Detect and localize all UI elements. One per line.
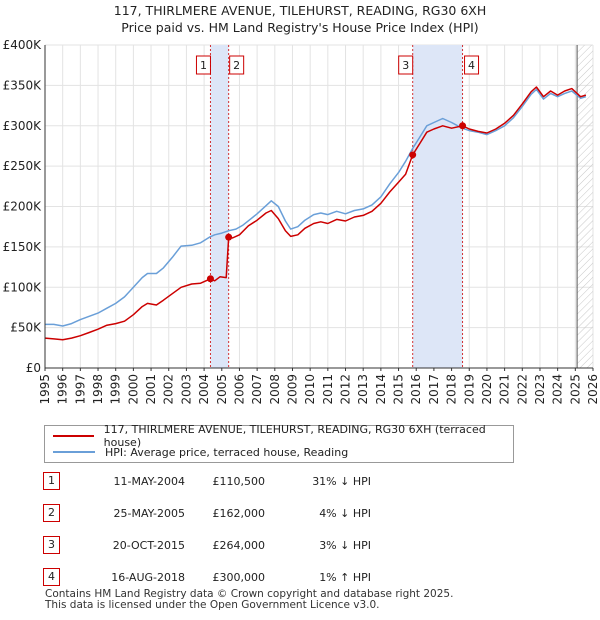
legend-item-hpi: HPI: Average price, terraced house, Read… (53, 444, 348, 460)
sale-row: 4 16-AUG-2018 £300,000 1% ↑ HPI (0, 568, 600, 588)
chart-title: 117, THIRLMERE AVENUE, TILEHURST, READIN… (0, 2, 600, 36)
x-tick-label: 2012 (339, 374, 353, 405)
sale-row: 2 25-MAY-2005 £162,000 4% ↓ HPI (0, 504, 600, 524)
sale-row: 3 20-OCT-2015 £264,000 3% ↓ HPI (0, 536, 600, 556)
x-tick-label: 2007 (250, 374, 264, 405)
x-tick-label: 2011 (321, 374, 335, 405)
x-tick-label: 2010 (303, 374, 317, 405)
x-tick-label: 2015 (392, 374, 406, 405)
sale-number-badge: 2 (43, 504, 60, 522)
sale-marker-box (195, 55, 211, 75)
sale-hpi-diff: 3% ↓ HPI (319, 539, 371, 552)
hpi-line (45, 88, 587, 327)
x-tick-label: 2020 (480, 374, 494, 405)
sale-marker-label: 4 (468, 59, 475, 72)
x-tick-label: 2003 (179, 374, 193, 405)
footer-line2: This data is licensed under the Open Gov… (45, 599, 380, 611)
sale-point (206, 275, 214, 283)
x-tick-label: 2013 (356, 374, 370, 405)
y-tick-label: £350K (3, 78, 43, 92)
x-tick-label: 2025 (568, 374, 582, 405)
sale-hpi-diff: 4% ↓ HPI (319, 507, 371, 520)
sale-date: 20-OCT-2015 (112, 539, 185, 552)
y-tick-label: £250K (3, 159, 43, 173)
sale-marker-box (398, 55, 414, 75)
sale-marker-label: 3 (402, 59, 409, 72)
sale-hpi-diff: 1% ↑ HPI (319, 571, 371, 584)
sale-period-shade (412, 45, 463, 368)
x-tick-label: 2008 (268, 374, 282, 405)
sale-point (459, 122, 467, 130)
x-tick-label: 2019 (462, 374, 476, 405)
sale-marker-box (229, 55, 245, 75)
sale-number-badge: 4 (43, 568, 60, 586)
sale-date: 11-MAY-2004 (113, 475, 185, 488)
x-tick-label: 2024 (551, 374, 565, 405)
x-tick-label: 2004 (197, 374, 211, 405)
x-tick-label: 2021 (498, 374, 512, 405)
sale-hpi-diff: 31% ↓ HPI (312, 475, 371, 488)
chart-title-line1: 117, THIRLMERE AVENUE, TILEHURST, READIN… (113, 3, 487, 18)
y-tick-label: £300K (3, 119, 43, 133)
x-tick-label: 2016 (409, 374, 423, 405)
x-tick-label: 2005 (215, 374, 229, 405)
sale-price: £300,000 (212, 571, 266, 584)
property-price-line (44, 86, 587, 341)
sale-point (409, 151, 417, 159)
chart-title-line2: Price paid vs. HM Land Registry's House … (121, 20, 479, 35)
y-tick-label: £400K (3, 38, 43, 52)
legend-label-property: 117, THIRLMERE AVENUE, TILEHURST, READIN… (103, 423, 486, 449)
y-tick-label: £0 (26, 361, 41, 375)
y-tick-label: £200K (3, 200, 43, 214)
x-tick-label: 2018 (445, 374, 459, 405)
price-chart: 1 2 3 4 £0 £50K £100K £150K £200K £250K £300K £350K… (3, 38, 600, 405)
legend-item-property: 117, THIRLMERE AVENUE, TILEHURST, READIN… (53, 423, 513, 449)
y-tick-label: £50K (10, 321, 42, 335)
sale-date: 16-AUG-2018 (111, 571, 185, 584)
y-tick-label: £150K (3, 240, 43, 254)
footer-attribution: Contains HM Land Registry data © Crown c… (45, 589, 453, 611)
x-tick-label: 1998 (91, 374, 105, 405)
x-tick-label: 1999 (109, 374, 123, 405)
sale-marker-label: 1 (200, 59, 207, 72)
chart-legend: 117, THIRLMERE AVENUE, TILEHURST, READIN… (44, 423, 514, 463)
legend-swatch-hpi (53, 451, 95, 453)
x-tick-label: 2023 (533, 374, 547, 405)
y-tick-label: £100K (3, 280, 43, 294)
sale-number-badge: 1 (43, 472, 60, 490)
x-tick-label: 2006 (232, 374, 246, 405)
sale-period-shade (210, 45, 229, 368)
x-tick-label: 2002 (162, 374, 176, 405)
forecast-hatch (577, 45, 593, 368)
sale-row: 1 11-MAY-2004 £110,500 31% ↓ HPI (0, 472, 600, 492)
x-tick-label: 1995 (38, 374, 52, 405)
footer-line1: Contains HM Land Registry data © Crown c… (45, 588, 454, 600)
x-tick-label: 2017 (427, 374, 441, 405)
x-tick-label: 2000 (126, 374, 140, 405)
x-tick-label: 2009 (285, 374, 299, 405)
sale-number-badge: 3 (43, 536, 60, 554)
sale-marker-box (464, 55, 480, 75)
sale-price: £162,000 (212, 507, 266, 520)
sale-date: 25-MAY-2005 (113, 507, 185, 520)
sale-marker-label: 2 (233, 59, 240, 72)
x-tick-label: 2022 (515, 374, 529, 405)
x-tick-label: 2026 (586, 374, 600, 405)
legend-label-hpi: HPI: Average price, terraced house, Read… (105, 445, 349, 459)
x-tick-label: 2014 (374, 374, 388, 405)
x-tick-label: 1997 (73, 374, 87, 405)
sale-price: £264,000 (212, 539, 266, 552)
sale-point (225, 233, 233, 241)
legend-swatch-property (53, 435, 94, 437)
x-tick-label: 1996 (56, 374, 70, 405)
sale-price: £110,500 (212, 475, 266, 488)
x-tick-label: 2001 (144, 374, 158, 405)
